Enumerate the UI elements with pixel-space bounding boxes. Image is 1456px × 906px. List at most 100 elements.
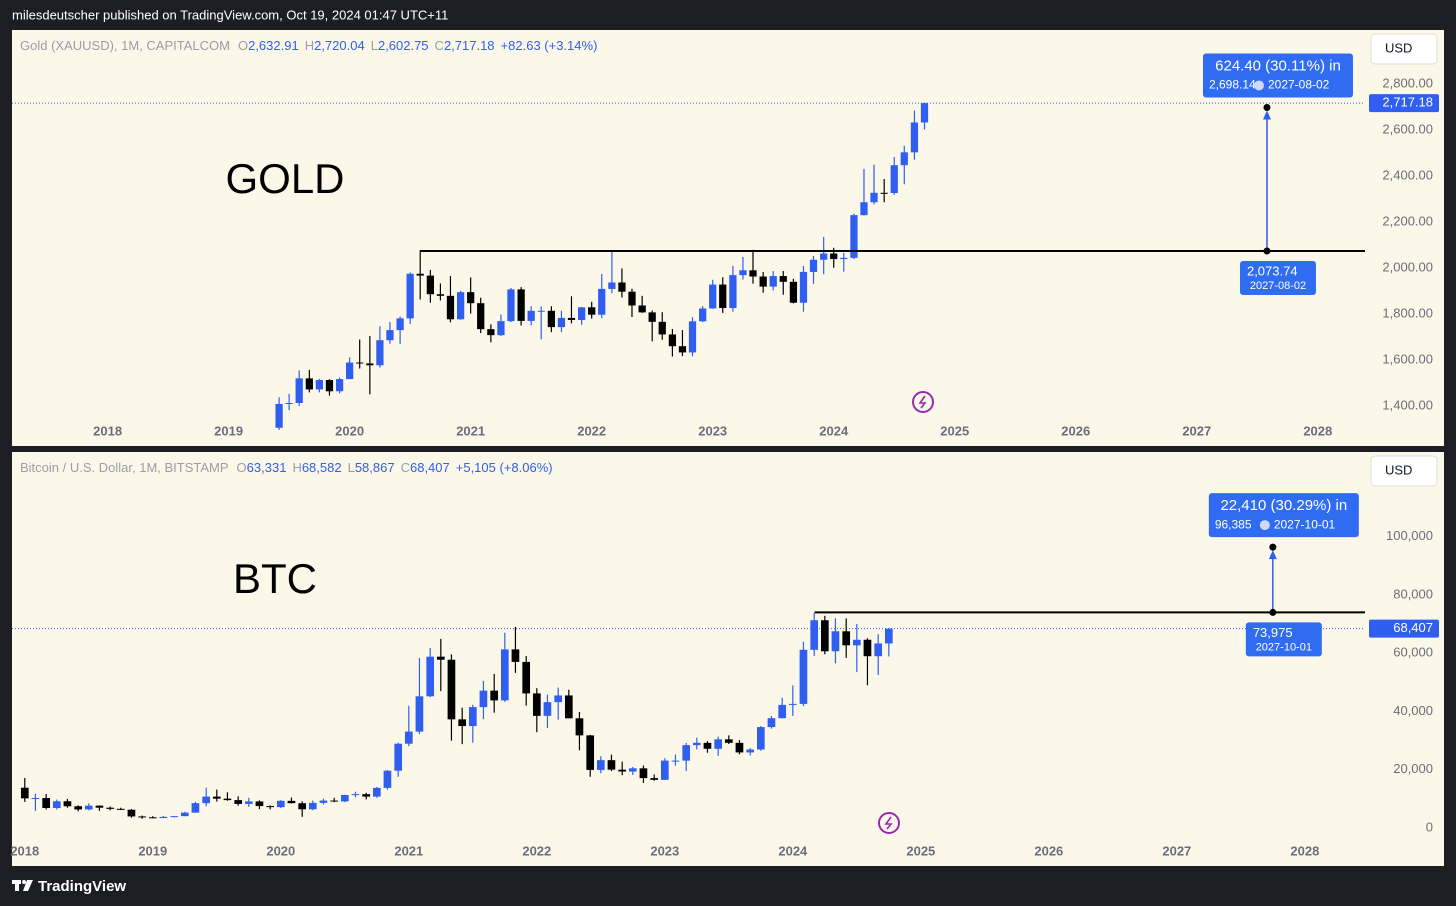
candle-body	[863, 639, 872, 657]
measure-start-point	[1263, 247, 1271, 255]
candle-body	[383, 770, 392, 788]
x-tick-label: 2021	[456, 423, 485, 438]
candle-body	[95, 805, 104, 808]
candle-body	[890, 165, 898, 194]
last-price-box	[1369, 94, 1439, 113]
x-tick-label: 2022	[577, 423, 606, 438]
candle-body	[759, 276, 767, 287]
candle-body	[467, 292, 475, 304]
x-tick-label: 2018	[10, 843, 39, 858]
candle-body	[298, 803, 307, 810]
candle-body	[638, 305, 646, 313]
candle-body	[477, 303, 485, 330]
symbol-title: Bitcoin / U.S. Dollar, 1M, BITSTAMP	[20, 460, 229, 475]
candle-body	[588, 307, 596, 315]
measure-start-point	[1269, 608, 1277, 616]
measure-target-value: 2,698.14	[1209, 78, 1256, 92]
candle-body	[479, 690, 488, 708]
x-tick-label: 2023	[650, 843, 679, 858]
measure-summary: 22,410 (30.29%) in	[1220, 497, 1347, 514]
x-tick-label: 2027	[1182, 423, 1211, 438]
candle-body	[870, 192, 878, 203]
candle-body	[212, 796, 221, 799]
candle-body	[517, 289, 525, 321]
y-tick-label: 1,600.00	[1382, 351, 1433, 366]
candle-body	[31, 798, 40, 800]
y-tick-label: 2,600.00	[1382, 121, 1433, 136]
currency-box	[1370, 455, 1438, 487]
symbol-legend: Gold (XAUUSD), 1M, CAPITALCOM O2,632.91 H2…	[20, 38, 597, 53]
y-tick-label: 1,800.00	[1382, 305, 1433, 320]
chart-annotation: GOLD	[225, 155, 344, 202]
measure-summary-box	[1208, 493, 1359, 538]
measure-target-date: 2027-10-01	[1274, 517, 1336, 531]
measure-start-value: 2,073.74	[1247, 263, 1298, 278]
candle-body	[840, 257, 848, 260]
candle-body	[688, 321, 697, 353]
candle-body	[330, 800, 339, 802]
candle-body	[325, 380, 334, 392]
measure-arrowhead	[1268, 550, 1277, 560]
candle-body	[749, 270, 757, 277]
ohlc-value: 58,867	[355, 460, 395, 475]
candle-body	[276, 800, 285, 808]
candle-body	[799, 649, 808, 704]
ohlc-value: 2,717.18	[444, 38, 495, 53]
measure-summary-box	[1202, 53, 1353, 98]
ohlc-value: 2,720.04	[314, 38, 365, 53]
candle-body	[20, 787, 29, 799]
candle-body	[860, 202, 868, 216]
candle-body	[608, 282, 616, 289]
candle-body	[699, 308, 707, 322]
candle-body	[404, 731, 413, 744]
candle-body	[340, 795, 349, 802]
change-value: +82.63 (+3.14%)	[501, 38, 598, 53]
candle-body	[42, 798, 51, 808]
y-tick-label: 100,000	[1386, 528, 1433, 543]
x-tick-label: 2025	[906, 843, 935, 858]
y-tick-label: 0	[1426, 820, 1433, 835]
candle-body	[456, 292, 465, 320]
measure-start-box	[1245, 622, 1322, 657]
candle-body	[52, 801, 61, 808]
candle-body	[416, 273, 424, 276]
x-tick-label: 2022	[522, 843, 551, 858]
candle-body	[788, 703, 797, 705]
candle-body	[116, 808, 125, 810]
candle-body	[767, 718, 776, 728]
measure-target-value: 96,385	[1215, 517, 1252, 531]
candle-body	[319, 800, 328, 803]
candle-body	[778, 704, 787, 719]
candle-body	[436, 656, 445, 660]
candle-body	[305, 378, 313, 390]
symbol-title: Gold (XAUUSD), 1M, CAPITALCOM	[20, 38, 230, 53]
candle-body	[648, 312, 656, 322]
candle-body	[234, 800, 243, 804]
candle-body	[396, 318, 404, 331]
candle-body	[366, 363, 374, 366]
candle-body	[315, 380, 324, 390]
candle-body	[779, 276, 787, 282]
candle-body	[900, 152, 908, 166]
x-tick-label: 2020	[266, 843, 295, 858]
candle-body	[275, 403, 283, 428]
candle-body	[74, 806, 83, 810]
candle-body	[557, 317, 566, 328]
candle-body	[159, 816, 168, 819]
candle-body	[650, 778, 659, 780]
candle-body	[820, 620, 829, 652]
candle-body	[578, 307, 586, 320]
candle-body	[84, 805, 93, 810]
candle-body	[335, 379, 344, 392]
candle-body	[809, 259, 818, 272]
y-tick-label: 60,000	[1393, 645, 1433, 660]
measure-start-box	[1239, 261, 1316, 296]
x-tick-label: 2027	[1162, 843, 1191, 858]
event-icon	[878, 812, 900, 834]
change-value: +5,105 (+8.06%)	[456, 460, 553, 475]
candle-body	[714, 739, 723, 749]
clock-icon	[1253, 80, 1264, 91]
candle-body	[607, 760, 616, 770]
